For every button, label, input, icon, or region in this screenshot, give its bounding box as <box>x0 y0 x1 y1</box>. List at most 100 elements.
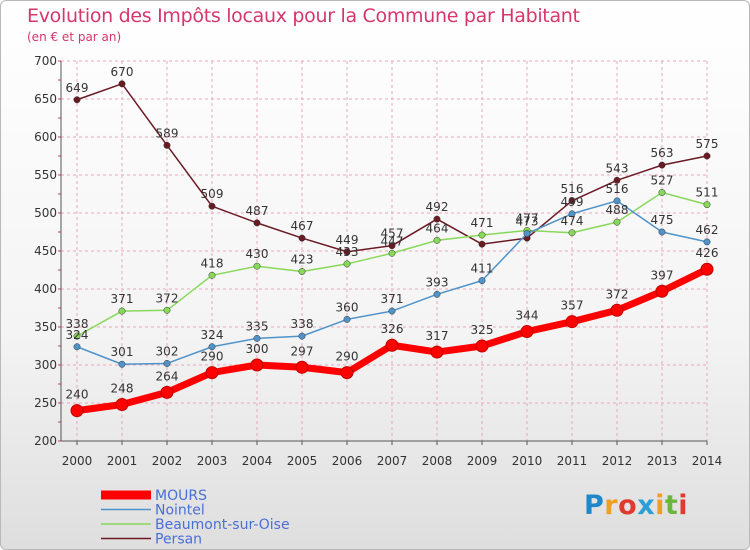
data-label-beaumont-sur-oise: 488 <box>606 203 629 217</box>
data-label-persan: 563 <box>651 146 674 160</box>
data-label-nointel: 371 <box>381 292 404 306</box>
data-point-persan <box>658 161 666 169</box>
x-tick-label: 2010 <box>512 454 543 468</box>
chart-subtitle: (en € et par an) <box>27 30 122 44</box>
x-tick-label: 2001 <box>107 454 138 468</box>
x-tick-label: 2013 <box>647 454 678 468</box>
y-tick-label: 200 <box>34 434 57 448</box>
data-label-beaumont-sur-oise: 423 <box>291 253 314 267</box>
data-point-beaumont-sur-oise <box>343 260 351 268</box>
data-point-nointel <box>523 230 531 237</box>
data-point-beaumont-sur-oise <box>703 201 711 209</box>
data-point-mours <box>340 366 354 380</box>
logo-letter: o <box>618 490 638 521</box>
data-label-mours: 290 <box>201 350 224 364</box>
data-point-mours <box>520 325 534 339</box>
data-label-beaumont-sur-oise: 338 <box>66 317 89 331</box>
data-point-nointel <box>208 343 216 351</box>
data-label-mours: 372 <box>606 287 629 301</box>
legend-label-persan: Persan <box>155 532 202 548</box>
data-point-mours <box>475 339 489 353</box>
data-point-mours <box>70 404 84 418</box>
data-point-nointel <box>703 238 711 246</box>
data-point-beaumont-sur-oise <box>163 306 171 314</box>
data-point-beaumont-sur-oise <box>478 231 486 239</box>
data-point-nointel <box>433 290 441 298</box>
data-point-persan <box>73 96 81 104</box>
data-point-nointel <box>568 210 576 218</box>
data-point-beaumont-sur-oise <box>388 249 396 257</box>
data-label-nointel: 360 <box>336 300 359 314</box>
data-point-nointel <box>613 197 621 205</box>
data-point-beaumont-sur-oise <box>253 262 261 270</box>
x-tick-label: 2004 <box>242 454 273 468</box>
data-point-nointel <box>118 360 126 368</box>
data-label-mours: 357 <box>561 299 584 313</box>
data-point-nointel <box>73 343 81 351</box>
data-label-beaumont-sur-oise: 477 <box>516 211 539 225</box>
y-tick-label: 300 <box>34 358 57 372</box>
data-label-persan: 543 <box>606 161 629 175</box>
data-point-persan <box>613 176 621 184</box>
data-point-nointel <box>658 228 666 236</box>
y-tick-label: 600 <box>34 130 57 144</box>
y-tick-label: 400 <box>34 282 57 296</box>
data-point-persan <box>388 242 396 250</box>
data-label-nointel: 324 <box>201 328 224 342</box>
data-label-nointel: 473 <box>516 215 539 229</box>
data-point-mours <box>565 315 579 329</box>
data-label-persan: 575 <box>696 137 719 151</box>
chart-title: Evolution des Impôts locaux pour la Comm… <box>27 5 580 27</box>
data-point-nointel <box>343 315 351 323</box>
x-tick-label: 2006 <box>332 454 363 468</box>
data-point-persan <box>118 80 126 88</box>
data-label-nointel: 301 <box>111 345 134 359</box>
data-point-mours <box>205 366 219 380</box>
x-tick-label: 2000 <box>62 454 93 468</box>
data-label-nointel: 335 <box>246 319 269 333</box>
data-label-beaumont-sur-oise: 372 <box>156 291 179 305</box>
data-label-nointel: 324 <box>66 328 89 342</box>
x-tick-label: 2002 <box>152 454 183 468</box>
data-point-mours <box>655 284 669 298</box>
data-label-persan: 649 <box>66 81 89 95</box>
y-tick-label: 550 <box>34 168 57 182</box>
x-tick-label: 2005 <box>287 454 318 468</box>
data-label-beaumont-sur-oise: 527 <box>651 173 674 187</box>
data-label-beaumont-sur-oise: 471 <box>471 216 494 230</box>
data-label-mours: 325 <box>471 323 494 337</box>
data-point-mours <box>610 303 624 317</box>
data-label-persan: 516 <box>561 182 584 196</box>
data-label-beaumont-sur-oise: 511 <box>696 186 719 200</box>
data-label-beaumont-sur-oise: 474 <box>561 214 584 228</box>
data-point-persan <box>343 248 351 256</box>
data-point-persan <box>478 240 486 248</box>
data-point-nointel <box>388 307 396 315</box>
data-point-mours <box>115 398 129 412</box>
data-label-nointel: 516 <box>606 182 629 196</box>
logo-letter: t <box>664 490 679 521</box>
x-tick-label: 2009 <box>467 454 498 468</box>
data-label-mours: 248 <box>111 382 134 396</box>
data-point-mours <box>295 360 309 374</box>
y-tick-label: 250 <box>34 396 57 410</box>
x-tick-label: 2003 <box>197 454 228 468</box>
data-point-beaumont-sur-oise <box>73 332 81 340</box>
data-label-beaumont-sur-oise: 430 <box>246 247 269 261</box>
data-label-persan: 457 <box>381 227 404 241</box>
data-label-persan: 492 <box>426 200 449 214</box>
data-label-nointel: 302 <box>156 344 179 358</box>
data-point-mours <box>160 385 174 399</box>
data-label-mours: 397 <box>651 268 674 282</box>
legend-label-mours: MOURS <box>155 488 207 504</box>
data-label-persan: 487 <box>246 204 269 218</box>
data-label-mours: 297 <box>291 344 314 358</box>
x-tick-label: 2007 <box>377 454 408 468</box>
data-point-nointel <box>478 277 486 285</box>
y-tick-label: 350 <box>34 320 57 334</box>
data-point-mours <box>700 262 714 276</box>
y-tick-label: 500 <box>34 206 57 220</box>
y-tick-label: 450 <box>34 244 57 258</box>
